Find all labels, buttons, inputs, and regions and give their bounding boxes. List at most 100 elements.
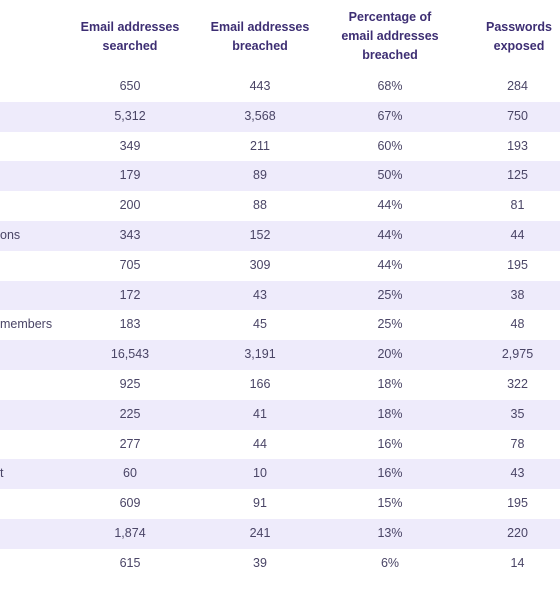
table-row: 16,543 3,191 20% 2,975 (0, 340, 560, 370)
passwords-exposed-cell: 35 (510, 406, 525, 421)
email-searched-cell: 172 (119, 287, 141, 302)
table-row: 650 443 68% 284 (0, 72, 560, 102)
email-breached-cell: 39 (253, 555, 267, 570)
email-searched-cell: 179 (119, 168, 141, 183)
email-breached-cell: 3,568 (244, 108, 276, 123)
percentage-breached-cell: 68% (377, 79, 403, 93)
percentage-breached-cell: 16% (377, 466, 403, 481)
row-name-cell (0, 430, 60, 460)
email-searched-cell: 60 (123, 466, 137, 481)
percentage-breached-cell: 44% (377, 227, 403, 242)
header-email-breached: Email addresses breached (210, 20, 310, 53)
table-row: 1,874 241 13% 220 (0, 518, 560, 549)
email-breached-cell: 152 (249, 227, 271, 242)
passwords-exposed-cell: 125 (507, 168, 528, 183)
email-searched-cell: 183 (119, 317, 141, 332)
percentage-breached-cell: 13% (377, 525, 403, 540)
table-header: Email addresses searched Email addresses… (0, 0, 560, 70)
passwords-exposed-cell: 2,975 (501, 347, 534, 362)
header-passwords-exposed: Passwords exposed (485, 20, 552, 53)
row-name-cell (0, 72, 60, 102)
row-name-cell (0, 132, 60, 162)
row-name-cell: ons (0, 227, 21, 242)
table-row: 172 43 25% 38 (0, 280, 560, 311)
row-name-cell (0, 519, 60, 549)
passwords-exposed-cell: 195 (507, 496, 528, 511)
table-row: 609 91 15% 195 (0, 489, 560, 519)
percentage-breached-cell: 18% (377, 376, 403, 391)
percentage-breached-cell: 15% (377, 496, 403, 511)
percentage-breached-cell: 25% (377, 287, 403, 302)
row-name-cell (0, 251, 60, 281)
email-searched-cell: 705 (119, 257, 141, 272)
email-searched-cell: 277 (119, 436, 141, 451)
row-name-cell (0, 340, 60, 370)
percentage-breached-cell: 25% (377, 317, 403, 332)
email-searched-cell: 343 (119, 227, 141, 242)
email-breached-cell: 211 (250, 138, 270, 153)
email-breached-cell: 43 (253, 287, 267, 302)
row-name-cell: members (0, 317, 53, 332)
email-breached-cell: 166 (249, 376, 271, 391)
row-name-cell (0, 191, 60, 221)
email-breached-cell: 89 (253, 168, 267, 183)
percentage-breached-cell: 20% (377, 347, 403, 362)
passwords-exposed-cell: 44 (510, 227, 525, 242)
email-breached-cell: 309 (249, 257, 271, 272)
email-searched-cell: 609 (119, 496, 141, 511)
passwords-exposed-cell: 195 (507, 257, 528, 272)
row-name-cell (0, 161, 60, 191)
table-row: 925 166 18% 322 (0, 370, 560, 400)
passwords-exposed-cell: 81 (510, 198, 525, 213)
header-percentage-breached: Percentage of email addresses breached (341, 10, 439, 62)
percentage-breached-cell: 67% (377, 108, 403, 123)
percentage-breached-cell: 50% (377, 168, 403, 183)
email-searched-cell: 650 (119, 79, 141, 93)
percentage-breached-cell: 44% (377, 198, 403, 213)
table-row: 225 41 18% 35 (0, 399, 560, 430)
email-searched-cell: 5,312 (114, 108, 146, 123)
email-breached-cell: 91 (253, 496, 267, 511)
percentage-breached-cell: 6% (380, 555, 400, 570)
percentage-breached-cell: 60% (377, 138, 403, 153)
row-name-cell (0, 370, 60, 400)
table-row: 705 309 44% 195 (0, 251, 560, 281)
table-row: members 183 45 25% 48 (0, 310, 560, 340)
table-body: 650 443 68% 284 5,312 3,568 67% 750 349 211 60% 193… (0, 72, 560, 579)
table-row: 179 89 50% 125 (0, 161, 560, 192)
header-email-searched: Email addresses searched (80, 20, 180, 53)
passwords-exposed-cell: 78 (510, 436, 525, 451)
email-breached-cell: 45 (253, 317, 267, 332)
table-row: 349 211 60% 193 (0, 132, 560, 162)
table-row: 615 39 6% 14 (0, 549, 560, 579)
email-searched-cell: 16,543 (110, 347, 150, 362)
email-breached-cell: 10 (253, 466, 267, 481)
passwords-exposed-cell: 14 (510, 555, 525, 570)
row-name-cell (0, 549, 60, 579)
percentage-breached-cell: 44% (377, 257, 403, 272)
passwords-exposed-cell: 220 (507, 525, 528, 540)
row-name-cell (0, 489, 60, 519)
email-breached-cell: 41 (253, 406, 267, 421)
email-searched-cell: 1,874 (114, 525, 146, 540)
passwords-exposed-cell: 43 (510, 466, 525, 481)
passwords-exposed-cell: 322 (507, 376, 528, 391)
table-row: 277 44 16% 78 (0, 430, 560, 460)
email-searched-cell: 349 (119, 138, 141, 153)
passwords-exposed-cell: 48 (510, 317, 525, 332)
passwords-exposed-cell: 193 (507, 138, 528, 153)
email-breached-cell: 44 (253, 436, 267, 451)
table-row: 200 88 44% 81 (0, 191, 560, 221)
percentage-breached-cell: 18% (377, 406, 403, 421)
passwords-exposed-cell: 38 (510, 287, 525, 302)
email-breached-cell: 241 (249, 525, 271, 540)
row-name-cell (0, 102, 60, 132)
passwords-exposed-cell: 284 (507, 79, 528, 93)
row-name-cell: t (0, 466, 4, 481)
table-row: ons 343 152 44% 44 (0, 220, 560, 251)
email-breached-cell: 443 (249, 79, 271, 93)
table-row: 5,312 3,568 67% 750 (0, 101, 560, 132)
email-breached-cell: 3,191 (244, 347, 276, 362)
email-searched-cell: 925 (119, 376, 141, 391)
